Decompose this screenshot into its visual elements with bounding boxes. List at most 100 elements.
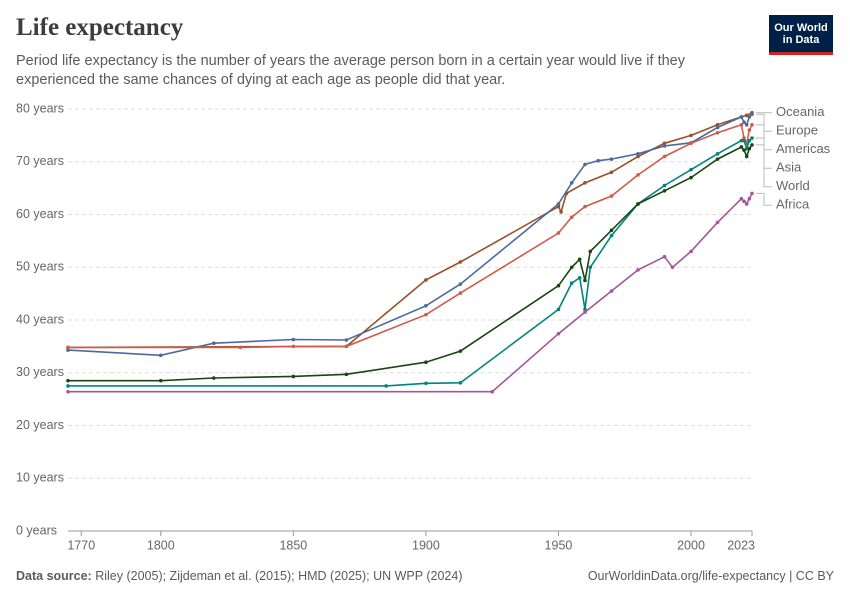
data-point [458, 260, 463, 264]
data-point [662, 154, 667, 159]
data-point [609, 228, 614, 233]
legend-label: Asia [776, 160, 802, 175]
data-point [662, 141, 667, 146]
source-text: Riley (2005); Zijdeman et al. (2015); HM… [95, 569, 463, 583]
data-point [583, 162, 587, 167]
data-point [424, 360, 428, 365]
y-tick-label: 0 years [16, 523, 57, 537]
data-point [458, 282, 463, 286]
data-point [715, 130, 720, 135]
data-point [750, 112, 754, 117]
data-point [583, 307, 587, 312]
data-point [715, 157, 720, 161]
data-point [158, 353, 163, 358]
logo[interactable]: Our World in Data [769, 15, 833, 55]
data-point [556, 283, 561, 288]
data-point [689, 249, 693, 254]
logo-text[interactable]: Our World in Data [774, 21, 828, 46]
data-point [559, 210, 563, 214]
data-point [291, 337, 296, 342]
legend-label: Oceania [776, 104, 825, 119]
data-point [158, 378, 163, 383]
legend-connector [756, 124, 772, 151]
data-point [689, 167, 693, 172]
data-point [596, 158, 601, 163]
y-tick-label: 20 years [16, 418, 64, 432]
data-point [583, 278, 587, 283]
data-point [609, 157, 614, 161]
data-point [212, 376, 216, 380]
data-point [636, 173, 640, 177]
series-line [68, 137, 753, 387]
data-point [715, 125, 720, 130]
data-point [238, 345, 243, 350]
footer-source: Data source: Riley (2005); Zijdeman et a… [16, 569, 463, 583]
data-point [744, 123, 749, 127]
data-point [662, 254, 667, 259]
legend-connector [756, 113, 772, 132]
x-tick-label: 1800 [147, 538, 175, 552]
data-point [739, 145, 744, 149]
x-tick-label: 1770 [67, 538, 95, 552]
data-point [747, 128, 752, 132]
x-tick-label: 1950 [545, 538, 573, 552]
data-point [66, 348, 70, 352]
data-point [739, 115, 744, 119]
data-point [424, 312, 428, 317]
data-point [739, 138, 744, 143]
data-point [344, 338, 349, 342]
data-point [588, 265, 593, 270]
y-tick-label: 80 years [16, 101, 64, 115]
legend-label: Americas [776, 141, 831, 156]
chart-title: Life expectancy [16, 14, 184, 41]
data-point [662, 188, 667, 193]
data-point [424, 381, 428, 386]
data-point [747, 146, 752, 151]
data-point [747, 196, 752, 201]
x-tick-label: 1900 [412, 538, 440, 552]
chart-subtitle: Period life expectancy is the number of … [16, 53, 685, 88]
y-tick-label: 40 years [16, 312, 64, 326]
data-point [583, 310, 587, 314]
data-point [744, 113, 749, 118]
data-point [291, 344, 296, 349]
data-point [715, 220, 720, 225]
legend-connector [756, 192, 772, 206]
data-point [689, 175, 693, 180]
y-tick-label: 60 years [16, 207, 64, 221]
data-point [636, 202, 640, 206]
x-tick-label: 1850 [279, 538, 307, 552]
data-point [569, 265, 574, 270]
data-point [458, 349, 463, 353]
data-point [556, 231, 561, 235]
data-point [689, 141, 693, 146]
data-point [609, 289, 614, 293]
x-tick-label: 2000 [677, 538, 705, 552]
data-point [458, 380, 463, 385]
data-point [744, 146, 749, 151]
data-point [556, 202, 561, 206]
data-point [212, 341, 216, 346]
data-point [742, 148, 746, 152]
data-point [569, 215, 574, 219]
data-point [742, 138, 746, 143]
data-point [424, 278, 428, 282]
data-point [344, 344, 349, 349]
data-point [662, 183, 667, 188]
series-line [67, 113, 753, 357]
data-point [490, 389, 494, 394]
source-label: Data source: [16, 569, 92, 583]
data-point [636, 154, 640, 159]
data-point [458, 291, 463, 295]
footer-link[interactable]: OurWorldinData.org/life-expectancy | CC … [587, 569, 834, 583]
data-point [569, 181, 574, 185]
data-point [636, 152, 640, 156]
data-point [424, 303, 428, 308]
data-point [715, 123, 720, 127]
data-point [577, 276, 582, 280]
data-point [747, 138, 752, 143]
data-point [66, 384, 70, 388]
y-tick-label: 50 years [16, 260, 64, 274]
